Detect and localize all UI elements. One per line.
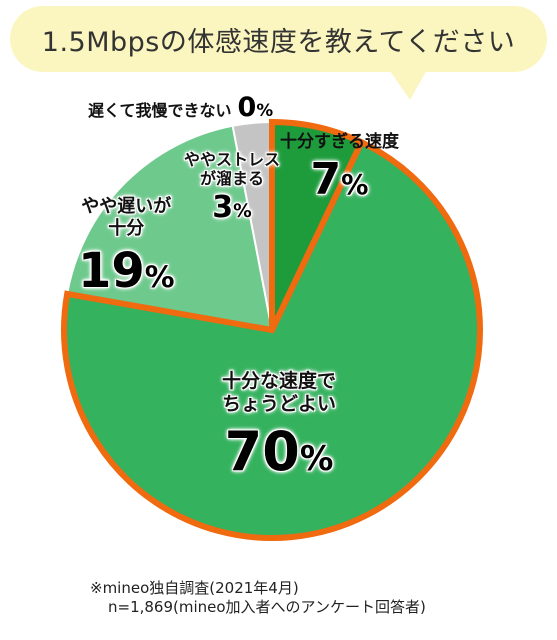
slice-value-slightly-slow: 19% [78, 243, 175, 300]
chart-title: 1.5Mbpsの体感速度を教えてください [41, 27, 516, 58]
survey-note-line2: n=1,869(mineo加入者へのアンケート回答者) [108, 597, 426, 616]
survey-note-line1: ※mineo独自調査(2021年4月) [90, 579, 299, 597]
slice-value-unbearable: 0% [237, 92, 274, 123]
title-bubble [10, 6, 547, 72]
bubble-tail [388, 68, 428, 100]
slice-label-slightly-slow-line2: 十分 [108, 217, 145, 239]
slice-label-stressful-line2: が溜まる [200, 169, 265, 189]
slice-label-unbearable: 遅くて我慢できない 0% [88, 92, 273, 124]
survey-note: ※mineo独自調査(2021年4月) n=1,869(mineo加入者へのアン… [90, 579, 426, 617]
slice-value-just-right: 70% [224, 419, 334, 483]
slice-label-too-fast: 十分すぎる速度 7% [280, 132, 399, 207]
slice-value-too-fast: 7% [310, 154, 369, 206]
slice-label-unbearable-text: 遅くて我慢できない [88, 101, 232, 120]
slice-label-slightly-slow-line1: やや遅いが [81, 196, 172, 217]
slice-label-just-right: 十分な速度で ちょうどよい 70% [222, 370, 336, 484]
slice-label-stressful: ややストレス が溜まる 3% [184, 150, 280, 226]
slice-value-stressful: 3% [212, 190, 252, 226]
pie-slice-slightly-slow [66, 124, 274, 332]
slice-label-stressful-line1: ややストレス [184, 150, 281, 169]
slice-label-just-right-line1: 十分な速度で [222, 370, 337, 392]
slice-label-slightly-slow: やや遅いが 十分 19% [78, 196, 175, 301]
pie-slice-outline-just-right [61, 138, 483, 541]
slice-label-just-right-line2: ちょうどよい [222, 392, 337, 415]
slice-label-too-fast-text: 十分すぎる速度 [280, 132, 399, 152]
